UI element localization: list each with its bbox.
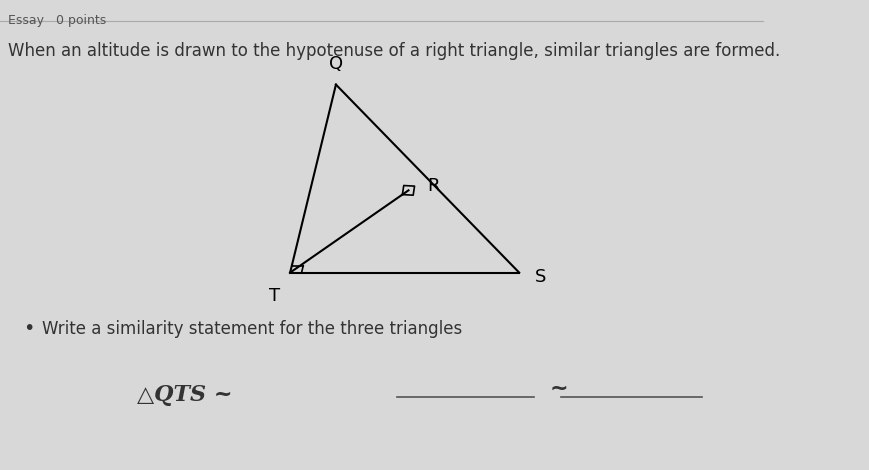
Text: ~: ~ xyxy=(550,379,568,399)
Text: S: S xyxy=(534,268,546,286)
Text: T: T xyxy=(269,287,281,305)
Text: When an altitude is drawn to the hypotenuse of a right triangle, similar triangl: When an altitude is drawn to the hypoten… xyxy=(8,42,779,60)
Text: △QTS ~: △QTS ~ xyxy=(137,384,233,406)
Text: R: R xyxy=(428,177,440,195)
Text: •: • xyxy=(23,320,34,338)
Text: Essay   0 points: Essay 0 points xyxy=(8,14,106,27)
Text: Q: Q xyxy=(328,55,343,73)
Text: Write a similarity statement for the three triangles: Write a similarity statement for the thr… xyxy=(42,320,462,338)
